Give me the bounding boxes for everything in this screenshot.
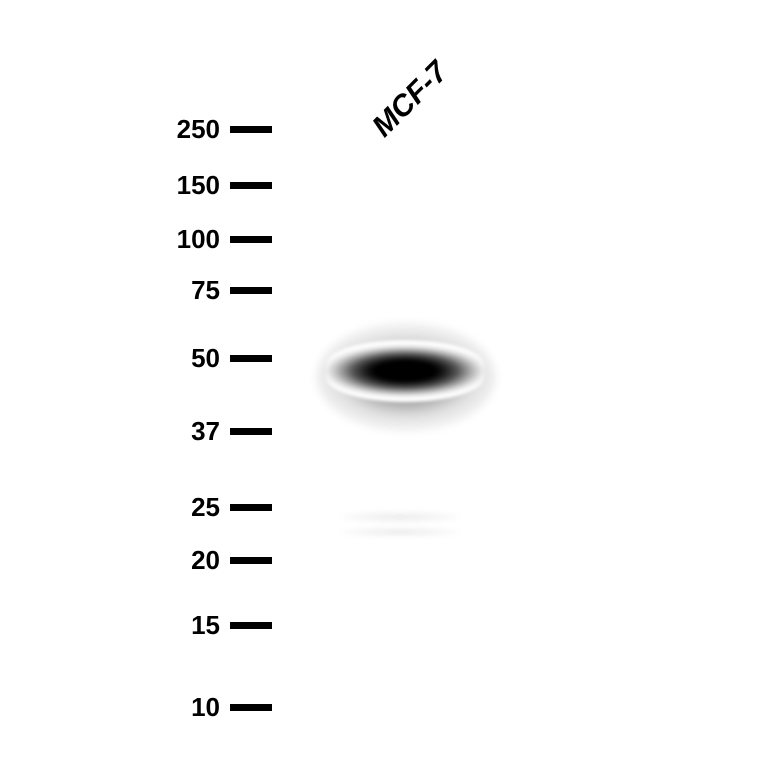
faint-band [340,510,460,524]
faint-band [340,526,460,538]
ladder-tick [230,622,272,629]
ladder-value: 25 [160,492,220,523]
protein-band [326,340,484,402]
ladder-marker: 37 [160,416,272,447]
western-blot-figure: MCF-7 25015010075503725201510 [0,0,764,764]
ladder-value: 250 [160,114,220,145]
ladder-marker: 10 [160,692,272,723]
ladder-tick [230,126,272,133]
ladder-tick [230,504,272,511]
ladder-value: 37 [160,416,220,447]
ladder-value: 100 [160,224,220,255]
ladder-marker: 20 [160,545,272,576]
ladder-tick [230,557,272,564]
ladder-marker: 15 [160,610,272,641]
ladder-marker: 75 [160,275,272,306]
ladder-value: 150 [160,170,220,201]
ladder-marker: 50 [160,343,272,374]
ladder-value: 20 [160,545,220,576]
ladder-value: 50 [160,343,220,374]
ladder-tick [230,182,272,189]
ladder-tick [230,428,272,435]
ladder-value: 10 [160,692,220,723]
ladder-marker: 150 [160,170,272,201]
ladder-value: 75 [160,275,220,306]
ladder-value: 15 [160,610,220,641]
ladder-tick [230,287,272,294]
ladder-tick [230,236,272,243]
ladder-tick [230,704,272,711]
ladder-marker: 100 [160,224,272,255]
ladder-marker: 250 [160,114,272,145]
ladder-tick [230,355,272,362]
ladder-marker: 25 [160,492,272,523]
